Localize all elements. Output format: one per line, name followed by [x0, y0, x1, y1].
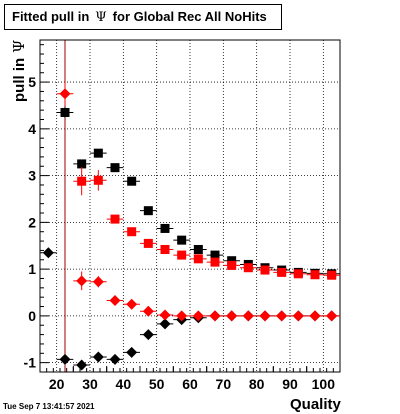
data-point-square: [177, 250, 187, 260]
y-tick-label: 5: [28, 74, 36, 90]
data-point-square: [77, 176, 87, 186]
data-point-square: [227, 260, 237, 270]
data-point-square: [160, 223, 170, 233]
x-tick-label: 40: [116, 376, 132, 392]
data-point-diamond: [326, 310, 338, 322]
y-tick-label: 4: [28, 121, 36, 137]
x-tick-label: 20: [49, 376, 65, 392]
data-point-square: [110, 214, 120, 224]
y-tick-label: 1: [28, 261, 36, 277]
y-axis-psi-symbol: Ψ: [10, 39, 28, 53]
data-point-diamond: [42, 247, 54, 259]
data-point-square: [60, 107, 70, 117]
data-point-diamond: [276, 310, 288, 322]
data-point-square: [93, 175, 103, 185]
title-prefix: Fitted pull in: [12, 9, 90, 24]
y-axis-label: pull in Ψ: [10, 40, 28, 102]
data-point-square: [143, 206, 153, 216]
data-point-diamond: [259, 310, 271, 322]
y-tick-label: 2: [28, 214, 36, 230]
data-point-diamond: [176, 310, 188, 322]
data-point-diamond: [76, 275, 88, 287]
x-tick-label: 80: [249, 376, 265, 392]
data-point-diamond: [109, 353, 121, 365]
y-tick-label: 3: [28, 168, 36, 184]
data-point-square: [260, 265, 270, 275]
data-point-square: [93, 148, 103, 158]
data-point-square: [193, 254, 203, 264]
data-point-diamond: [59, 353, 71, 365]
data-point-square: [127, 227, 137, 237]
data-point-square: [110, 163, 120, 173]
title-psi-symbol: Ψ: [95, 10, 107, 25]
title-suffix: for Global Rec All NoHits: [112, 9, 267, 24]
datestamp: Tue Sep 7 13:41:57 2021: [3, 402, 95, 411]
data-point-diamond: [159, 318, 171, 330]
data-point-diamond: [242, 310, 254, 322]
x-tick-label: 90: [282, 376, 298, 392]
data-point-square: [310, 270, 320, 280]
data-point-diamond: [226, 310, 238, 322]
data-point-diamond: [109, 294, 121, 306]
data-point-diamond: [126, 346, 138, 358]
data-point-square: [177, 235, 187, 245]
data-point-square: [243, 263, 253, 273]
data-point-square: [127, 176, 137, 186]
data-point-diamond: [142, 305, 154, 317]
x-tick-label: 70: [216, 376, 232, 392]
x-tick-label: 50: [149, 376, 165, 392]
data-point-square: [227, 256, 237, 266]
data-point-square: [210, 257, 220, 267]
x-tick-label: 60: [182, 376, 198, 392]
data-point-diamond: [76, 359, 88, 371]
data-point-diamond: [126, 298, 138, 310]
data-point-diamond: [209, 310, 221, 322]
y-axis-label-text: pull in: [11, 57, 28, 102]
data-point-square: [193, 244, 203, 254]
data-point-diamond: [92, 276, 104, 288]
data-point-square: [160, 244, 170, 254]
data-point-diamond: [142, 329, 154, 341]
y-tick-label: 0: [28, 308, 36, 324]
data-point-diamond: [59, 88, 71, 100]
data-point-diamond: [309, 310, 321, 322]
data-point-square: [77, 159, 87, 169]
data-point-diamond: [292, 310, 304, 322]
data-point-square: [210, 250, 220, 260]
data-point-square: [143, 238, 153, 248]
data-point-square: [293, 269, 303, 279]
data-point-diamond: [192, 310, 204, 322]
y-tick-label: -1: [24, 355, 37, 371]
plot-frame: [39, 39, 341, 373]
x-tick-label: 30: [82, 376, 98, 392]
x-axis-label: Quality: [290, 396, 341, 413]
data-point-diamond: [92, 351, 104, 363]
data-point-square: [277, 267, 287, 277]
data-point-diamond: [159, 309, 171, 321]
x-tick-label: 100: [312, 376, 336, 392]
data-point-square: [327, 270, 337, 280]
